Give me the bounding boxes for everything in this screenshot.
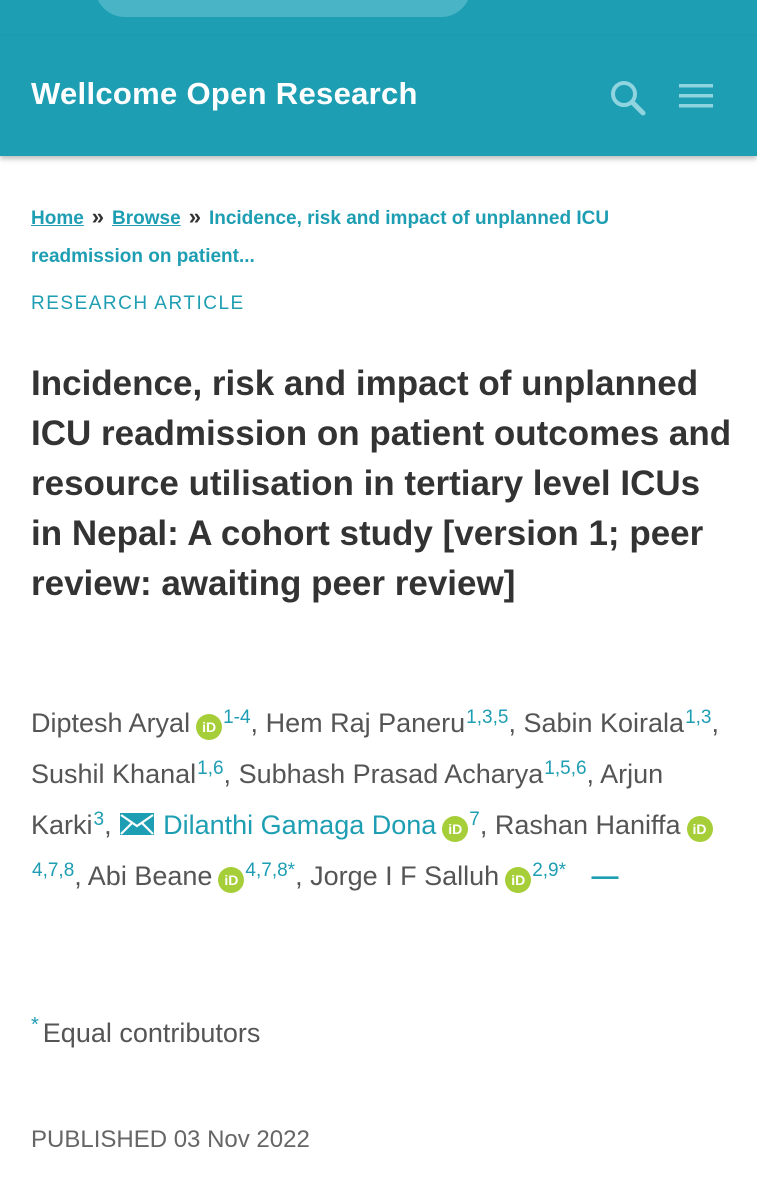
author-entry: Sushil Khanal1,6, [31, 758, 232, 789]
collapse-authors-button[interactable]: — [591, 861, 619, 891]
author-affiliation[interactable]: 1,3 [685, 707, 712, 728]
article-type: RESEARCH ARTICLE [31, 293, 245, 314]
footnote-mark: * [31, 1014, 39, 1036]
address-bar[interactable] [95, 0, 471, 17]
author-entry: Hem Raj Paneru1,3,5, [265, 707, 516, 738]
hamburger-menu-icon [679, 84, 713, 108]
author-affiliation[interactable]: 7 [469, 809, 480, 830]
author-name[interactable]: Subhash Prasad Acharya [238, 759, 544, 789]
author-name[interactable]: Arjun Karki [31, 759, 664, 840]
orcid-icon[interactable]: iD [505, 866, 532, 893]
author-name[interactable]: Hem Raj Paneru [265, 708, 466, 738]
author-affiliation[interactable]: 3 [93, 809, 105, 830]
envelope-icon[interactable] [119, 812, 155, 836]
article-title: Incidence, risk and impact of unplanned … [31, 364, 732, 603]
orcid-icon[interactable]: iD [442, 815, 469, 842]
author-separator: , [586, 759, 595, 789]
author-separator: , [223, 759, 232, 789]
author-name[interactable]: Sushil Khanal [31, 759, 197, 789]
author-entry: Arjun Karki3, [31, 759, 663, 840]
author-entry: Dilanthi Gamaga Dona iD 7, [119, 809, 488, 842]
orcid-icon[interactable]: iD [686, 815, 713, 842]
site-header: Wellcome Open Research [0, 36, 757, 156]
author-entry: Sabin Koirala1,3, [523, 707, 720, 738]
author-separator: , [508, 708, 516, 738]
search-button[interactable] [606, 76, 650, 120]
author-affiliation[interactable]: 4,7,8 [32, 860, 75, 881]
breadcrumb-home-link[interactable]: Home [31, 208, 84, 229]
author-affiliation[interactable]: 1-4 [223, 707, 251, 728]
breadcrumb-separator: » [91, 204, 105, 229]
breadcrumb-separator: » [188, 204, 201, 229]
author-name[interactable]: Dilanthi Gamaga Dona [163, 810, 437, 840]
menu-button[interactable] [674, 78, 718, 118]
author-name[interactable]: Rashan Haniffa [494, 810, 681, 840]
author-name[interactable]: Sabin Koirala [523, 708, 685, 738]
footnote-text: Equal contributors [42, 1018, 261, 1048]
author-name[interactable]: Diptesh Aryal [31, 708, 191, 738]
published-date: PUBLISHED 03 Nov 2022 [31, 1126, 310, 1153]
author-name[interactable]: Abi Beane [87, 861, 213, 891]
author-entry: Rashan Haniffa iD4,7,8, [31, 810, 713, 891]
author-affiliation[interactable]: 4,7,8* [245, 860, 296, 881]
orcid-icon[interactable]: iD [218, 866, 245, 893]
author-name[interactable]: Jorge I F Salluh [310, 861, 500, 891]
author-separator: , [74, 861, 82, 891]
author-affiliation[interactable]: 2,9* [532, 860, 566, 881]
browser-top-strip [0, 0, 757, 36]
site-brand[interactable]: Wellcome Open Research [31, 76, 418, 111]
author-separator: , [104, 810, 112, 840]
equal-contributors-note: * Equal contributors [31, 1014, 261, 1049]
author-entry: Abi Beane iD 4,7,8*, [87, 860, 303, 893]
author-separator: , [250, 708, 259, 738]
author-affiliation[interactable]: 1,3,5 [466, 707, 509, 728]
author-entry: Subhash Prasad Acharya1,5,6, [238, 758, 595, 789]
breadcrumb-browse-link[interactable]: Browse [112, 208, 181, 229]
author-separator: , [711, 708, 720, 738]
breadcrumb-current: Incidence, risk and impact of unplanned … [31, 208, 610, 267]
breadcrumb: Home » Browse » Incidence, risk and impact o… [31, 198, 671, 276]
author-affiliation[interactable]: 1,6 [197, 758, 224, 779]
author-entry: Jorge I F Salluh iD 2,9* [310, 860, 566, 893]
search-icon [611, 81, 646, 116]
author-list: Diptesh Aryal iD 1-4, Hem Raj Paneru1,3,5,… [31, 698, 736, 902]
author-entry: Diptesh Aryal iD 1-4, [31, 707, 259, 740]
orcid-icon[interactable]: iD [196, 713, 223, 740]
author-affiliation[interactable]: 1,5,6 [544, 758, 587, 779]
author-separator: , [295, 861, 303, 891]
author-separator: , [479, 810, 488, 840]
